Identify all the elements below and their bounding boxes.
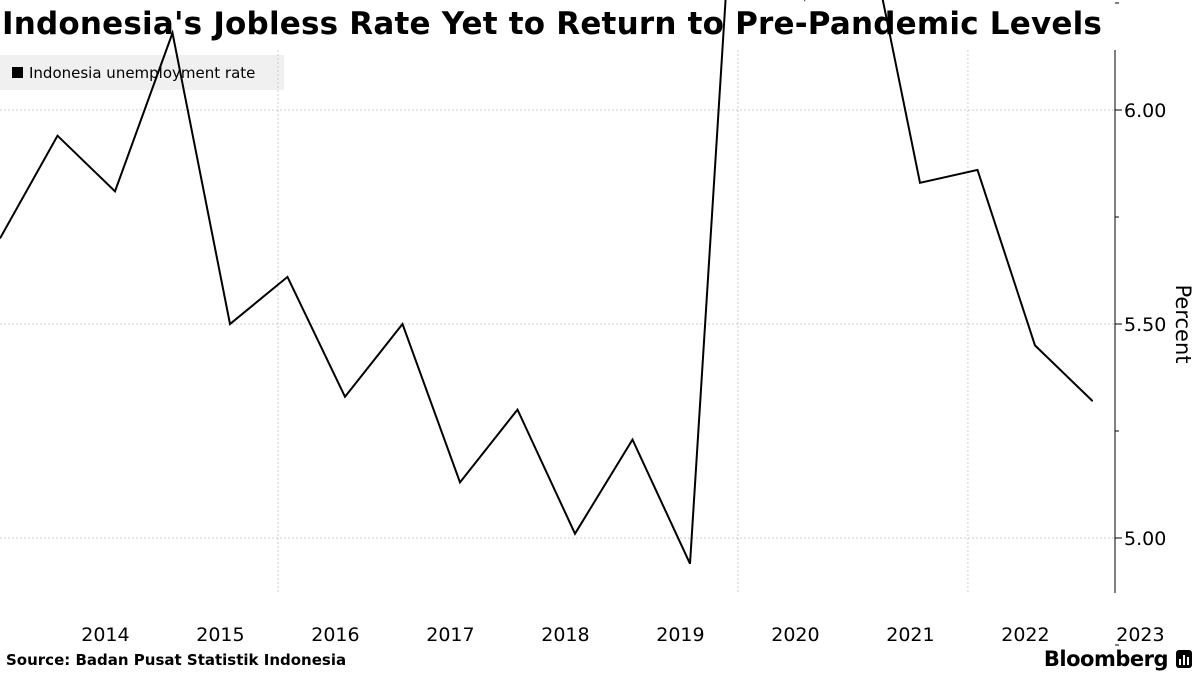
- chart-title: Indonesia's Jobless Rate Yet to Return t…: [2, 6, 1103, 42]
- bloomberg-chart-icon: [1176, 650, 1192, 668]
- x-tick-label: 2018: [541, 624, 589, 646]
- x-tick-label: 2020: [771, 624, 819, 646]
- x-tick-label: 2021: [886, 624, 934, 646]
- brand-logo: Bloomberg: [1044, 647, 1192, 671]
- data-point: [919, 182, 921, 184]
- legend-swatch-icon: [12, 67, 23, 78]
- data-point: [114, 190, 116, 192]
- data-point: [172, 32, 173, 34]
- data-point: [632, 439, 633, 441]
- grid-layer: [0, 50, 1115, 593]
- x-tick-label: 2016: [311, 624, 359, 646]
- data-point: [344, 396, 346, 398]
- data-point: [402, 323, 403, 325]
- data-point: [689, 563, 691, 565]
- source-note: Source: Badan Pusat Statistik Indonesia: [6, 651, 347, 669]
- legend: Indonesia unemployment rate: [0, 55, 284, 90]
- x-tick-label: 2022: [1001, 624, 1049, 646]
- x-tick-label: 2017: [426, 624, 474, 646]
- x-tick-label: 2019: [656, 624, 704, 646]
- brand-name: Bloomberg: [1043, 647, 1169, 671]
- y-tick-label: 5.50: [1124, 314, 1166, 336]
- data-point: [517, 409, 518, 411]
- data-point: [0, 237, 1, 239]
- series-line: [0, 0, 1094, 565]
- x-tick-label: 2014: [81, 624, 129, 646]
- axis-layer: 5.005.506.006.507.00Percent2014201520162…: [81, 2, 1195, 646]
- data-point: [57, 135, 58, 137]
- data-point: [977, 169, 978, 171]
- x-tick-label: 2015: [196, 624, 244, 646]
- data-point: [1092, 400, 1093, 402]
- data-point: [1034, 344, 1036, 346]
- x-tick-label: 2023: [1116, 624, 1164, 646]
- y-tick-label: 6.00: [1124, 100, 1166, 122]
- data-point: [287, 276, 288, 278]
- data-point: [574, 533, 576, 535]
- y-axis-label: Percent: [1171, 284, 1195, 363]
- data-point: [459, 481, 461, 483]
- y-tick-label: 5.00: [1124, 528, 1166, 550]
- data-point: [229, 323, 231, 325]
- line-layer: [0, 0, 1094, 565]
- legend-label: Indonesia unemployment rate: [29, 63, 256, 82]
